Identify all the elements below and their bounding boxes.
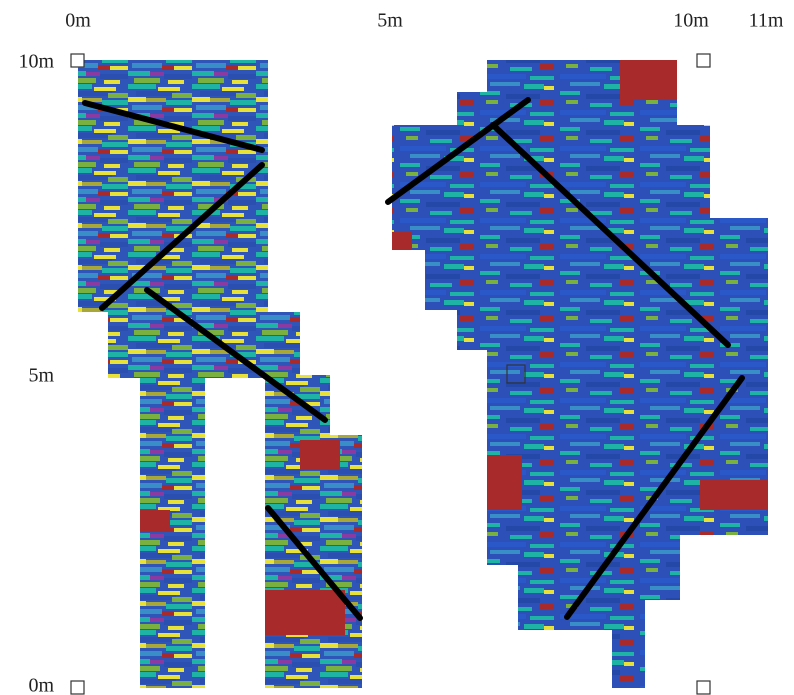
top-label: 11m [749, 10, 784, 32]
top-label: 0m [65, 10, 91, 32]
left-label: 0m [28, 675, 54, 695]
left-survey [78, 60, 362, 688]
left-label: 10m [18, 51, 54, 73]
left-label: 5m [28, 365, 54, 387]
top-label: 5m [377, 10, 403, 32]
right-survey [392, 60, 768, 688]
top-label: 10m [673, 10, 709, 32]
survey-map: 0m 5m 10m 11m 10m 5m 0m [0, 0, 794, 695]
